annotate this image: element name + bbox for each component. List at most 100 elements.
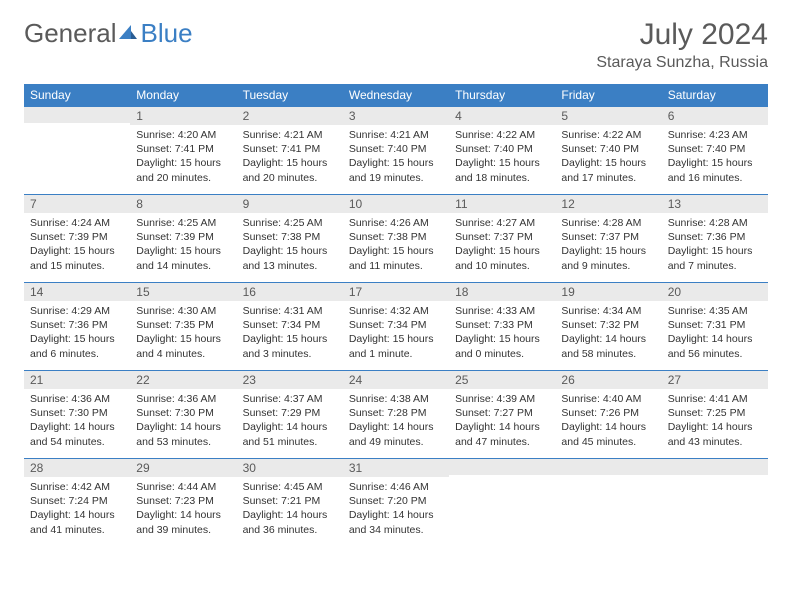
day-number: 12: [555, 195, 661, 213]
day-content: Sunrise: 4:21 AMSunset: 7:40 PMDaylight:…: [343, 125, 449, 191]
daylight-text: Daylight: 15 hours and 3 minutes.: [243, 332, 337, 360]
calendar-week-row: 21Sunrise: 4:36 AMSunset: 7:30 PMDayligh…: [24, 370, 768, 458]
daylight-text: Daylight: 14 hours and 53 minutes.: [136, 420, 230, 448]
sunrise-text: Sunrise: 4:37 AM: [243, 392, 337, 406]
daylight-text: Daylight: 14 hours and 41 minutes.: [30, 508, 124, 536]
day-number: 1: [130, 107, 236, 125]
day-number: 27: [662, 371, 768, 389]
day-number: 28: [24, 459, 130, 477]
sunrise-text: Sunrise: 4:25 AM: [243, 216, 337, 230]
sunset-text: Sunset: 7:41 PM: [243, 142, 337, 156]
daylight-text: Daylight: 14 hours and 54 minutes.: [30, 420, 124, 448]
weekday-header: Saturday: [662, 84, 768, 106]
daylight-text: Daylight: 14 hours and 49 minutes.: [349, 420, 443, 448]
day-content: Sunrise: 4:44 AMSunset: 7:23 PMDaylight:…: [130, 477, 236, 543]
sunset-text: Sunset: 7:36 PM: [668, 230, 762, 244]
sunset-text: Sunset: 7:40 PM: [668, 142, 762, 156]
sunrise-text: Sunrise: 4:44 AM: [136, 480, 230, 494]
day-number: 9: [237, 195, 343, 213]
day-content: Sunrise: 4:25 AMSunset: 7:38 PMDaylight:…: [237, 213, 343, 279]
sunrise-text: Sunrise: 4:30 AM: [136, 304, 230, 318]
sunrise-text: Sunrise: 4:22 AM: [455, 128, 549, 142]
sunset-text: Sunset: 7:34 PM: [243, 318, 337, 332]
sunset-text: Sunset: 7:36 PM: [30, 318, 124, 332]
calendar-cell: 1Sunrise: 4:20 AMSunset: 7:41 PMDaylight…: [130, 106, 236, 194]
logo-triangle-icon: [117, 21, 139, 43]
day-number: 2: [237, 107, 343, 125]
sunrise-text: Sunrise: 4:22 AM: [561, 128, 655, 142]
sunrise-text: Sunrise: 4:41 AM: [668, 392, 762, 406]
calendar-cell: 30Sunrise: 4:45 AMSunset: 7:21 PMDayligh…: [237, 458, 343, 546]
sunset-text: Sunset: 7:38 PM: [349, 230, 443, 244]
sunrise-text: Sunrise: 4:31 AM: [243, 304, 337, 318]
day-content: Sunrise: 4:37 AMSunset: 7:29 PMDaylight:…: [237, 389, 343, 455]
daylight-text: Daylight: 14 hours and 43 minutes.: [668, 420, 762, 448]
sunset-text: Sunset: 7:30 PM: [136, 406, 230, 420]
logo: General Blue: [24, 18, 193, 49]
sunrise-text: Sunrise: 4:40 AM: [561, 392, 655, 406]
day-content: Sunrise: 4:28 AMSunset: 7:36 PMDaylight:…: [662, 213, 768, 279]
sunrise-text: Sunrise: 4:21 AM: [349, 128, 443, 142]
sunset-text: Sunset: 7:38 PM: [243, 230, 337, 244]
calendar-cell: 18Sunrise: 4:33 AMSunset: 7:33 PMDayligh…: [449, 282, 555, 370]
sunset-text: Sunset: 7:35 PM: [136, 318, 230, 332]
sunset-text: Sunset: 7:37 PM: [455, 230, 549, 244]
daylight-text: Daylight: 15 hours and 10 minutes.: [455, 244, 549, 272]
calendar-cell: 6Sunrise: 4:23 AMSunset: 7:40 PMDaylight…: [662, 106, 768, 194]
daylight-text: Daylight: 15 hours and 20 minutes.: [243, 156, 337, 184]
daylight-text: Daylight: 15 hours and 4 minutes.: [136, 332, 230, 360]
calendar-cell: 20Sunrise: 4:35 AMSunset: 7:31 PMDayligh…: [662, 282, 768, 370]
daylight-text: Daylight: 15 hours and 20 minutes.: [136, 156, 230, 184]
day-number: 14: [24, 283, 130, 301]
day-number: 11: [449, 195, 555, 213]
sunrise-text: Sunrise: 4:26 AM: [349, 216, 443, 230]
daylight-text: Daylight: 15 hours and 0 minutes.: [455, 332, 549, 360]
calendar-cell: 12Sunrise: 4:28 AMSunset: 7:37 PMDayligh…: [555, 194, 661, 282]
daylight-text: Daylight: 15 hours and 6 minutes.: [30, 332, 124, 360]
day-number: 21: [24, 371, 130, 389]
sunrise-text: Sunrise: 4:29 AM: [30, 304, 124, 318]
weekday-header: Tuesday: [237, 84, 343, 106]
daylight-text: Daylight: 15 hours and 11 minutes.: [349, 244, 443, 272]
calendar-cell: [24, 106, 130, 194]
day-content: Sunrise: 4:22 AMSunset: 7:40 PMDaylight:…: [449, 125, 555, 191]
day-number: 15: [130, 283, 236, 301]
day-number: 16: [237, 283, 343, 301]
sunset-text: Sunset: 7:33 PM: [455, 318, 549, 332]
daylight-text: Daylight: 15 hours and 7 minutes.: [668, 244, 762, 272]
sunrise-text: Sunrise: 4:35 AM: [668, 304, 762, 318]
calendar-cell: 11 Sunrise: 4:27 AMSunset: 7:37 PMDayligh…: [449, 194, 555, 282]
calendar-cell: 26Sunrise: 4:40 AMSunset: 7:26 PMDayligh…: [555, 370, 661, 458]
day-number: 20: [662, 283, 768, 301]
sunset-text: Sunset: 7:40 PM: [455, 142, 549, 156]
day-content: Sunrise: 4:20 AMSunset: 7:41 PMDaylight:…: [130, 125, 236, 191]
sunset-text: Sunset: 7:25 PM: [668, 406, 762, 420]
day-number: 25: [449, 371, 555, 389]
calendar-cell: 29Sunrise: 4:44 AMSunset: 7:23 PMDayligh…: [130, 458, 236, 546]
day-number: 4: [449, 107, 555, 125]
sunrise-text: Sunrise: 4:27 AM: [455, 216, 549, 230]
day-number: [555, 459, 661, 475]
calendar-cell: 31Sunrise: 4:46 AMSunset: 7:20 PMDayligh…: [343, 458, 449, 546]
daylight-text: Daylight: 15 hours and 19 minutes.: [349, 156, 443, 184]
daylight-text: Daylight: 14 hours and 34 minutes.: [349, 508, 443, 536]
day-number: 22: [130, 371, 236, 389]
sunset-text: Sunset: 7:34 PM: [349, 318, 443, 332]
weekday-header: Thursday: [449, 84, 555, 106]
calendar-week-row: 28Sunrise: 4:42 AMSunset: 7:24 PMDayligh…: [24, 458, 768, 546]
calendar-week-row: 1Sunrise: 4:20 AMSunset: 7:41 PMDaylight…: [24, 106, 768, 194]
sunset-text: Sunset: 7:39 PM: [30, 230, 124, 244]
calendar-cell: 17Sunrise: 4:32 AMSunset: 7:34 PMDayligh…: [343, 282, 449, 370]
daylight-text: Daylight: 15 hours and 13 minutes.: [243, 244, 337, 272]
day-content: Sunrise: 4:42 AMSunset: 7:24 PMDaylight:…: [24, 477, 130, 543]
day-number: 18: [449, 283, 555, 301]
day-content: Sunrise: 4:45 AMSunset: 7:21 PMDaylight:…: [237, 477, 343, 543]
day-content: Sunrise: 4:36 AMSunset: 7:30 PMDaylight:…: [24, 389, 130, 455]
sunrise-text: Sunrise: 4:24 AM: [30, 216, 124, 230]
day-number: 29: [130, 459, 236, 477]
daylight-text: Daylight: 14 hours and 51 minutes.: [243, 420, 337, 448]
day-content: Sunrise: 4:21 AMSunset: 7:41 PMDaylight:…: [237, 125, 343, 191]
daylight-text: Daylight: 15 hours and 9 minutes.: [561, 244, 655, 272]
calendar-cell: 25Sunrise: 4:39 AMSunset: 7:27 PMDayligh…: [449, 370, 555, 458]
day-content: Sunrise: 4:41 AMSunset: 7:25 PMDaylight:…: [662, 389, 768, 455]
